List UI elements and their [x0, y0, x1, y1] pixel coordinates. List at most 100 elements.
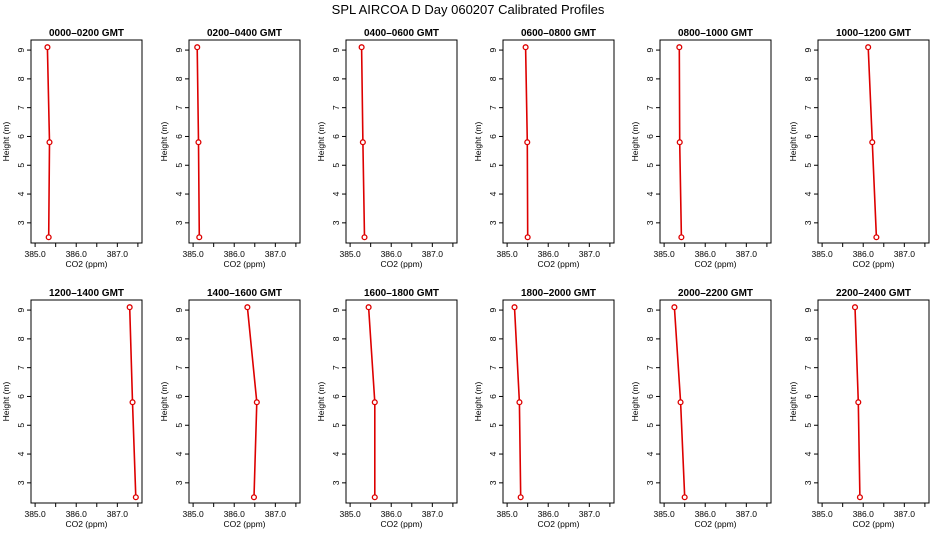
x-tick-label: 386.0 — [224, 509, 246, 519]
profile-point — [524, 234, 531, 241]
plot-frame — [817, 299, 930, 504]
x-tick-label: 385.0 — [24, 509, 46, 519]
y-tick-label: 5 — [488, 423, 498, 428]
profile-point — [524, 139, 531, 146]
profile-point — [45, 234, 52, 241]
panel-title: 0600–0800 GMT — [521, 28, 596, 39]
profile-panel: 1600–1800 GMT 385.0 386.0 387.0 3 4 5 6 7 8 9 CO2 (… — [316, 288, 458, 529]
profile-point — [371, 399, 378, 406]
plot-frame — [30, 39, 143, 244]
y-axis-label: Height (m) — [788, 382, 798, 422]
profile-point — [361, 234, 368, 241]
y-tick-label: 6 — [803, 134, 813, 139]
y-tick-label: 6 — [488, 134, 498, 139]
profile-point — [681, 494, 688, 501]
x-axis-label: CO2 (ppm) — [694, 519, 736, 529]
profile-panel: 2200–2400 GMT 385.0 386.0 387.0 3 4 5 6 7 8 9 CO2 (… — [788, 288, 930, 529]
y-tick-label: 4 — [16, 451, 26, 456]
y-tick-label: 8 — [331, 336, 341, 341]
y-tick-label: 5 — [16, 423, 26, 428]
y-tick-label: 7 — [803, 105, 813, 110]
profile-point — [865, 44, 872, 51]
profile-panel: 0400–0600 GMT 385.0 386.0 387.0 3 4 5 6 7 8 9 CO2 (… — [316, 28, 458, 269]
y-tick-label: 3 — [645, 480, 655, 485]
plot-frame — [659, 39, 772, 244]
y-tick-label: 8 — [645, 336, 655, 341]
profile-point — [869, 139, 876, 146]
y-tick-label: 4 — [803, 191, 813, 196]
y-axis-label: Height (m) — [630, 122, 640, 162]
panel-title: 1800–2000 GMT — [521, 288, 596, 299]
y-tick-label: 9 — [331, 307, 341, 312]
y-tick-label: 5 — [488, 163, 498, 168]
y-tick-label: 8 — [803, 76, 813, 81]
x-tick-label: 385.0 — [496, 509, 518, 519]
y-tick-label: 9 — [488, 47, 498, 52]
x-axis-label: CO2 (ppm) — [694, 259, 736, 269]
y-tick-label: 3 — [803, 480, 813, 485]
panel-title: 0000–0200 GMT — [49, 28, 124, 39]
x-axis-label: CO2 (ppm) — [65, 519, 107, 529]
y-tick-label: 8 — [174, 76, 184, 81]
profile-panel: 1000–1200 GMT 385.0 386.0 387.0 3 4 5 6 7 8 9 CO2 (… — [788, 28, 930, 269]
profile-point — [676, 44, 683, 51]
profile-point — [44, 44, 51, 51]
y-tick-label: 5 — [16, 163, 26, 168]
x-tick-label: 385.0 — [182, 249, 204, 259]
panel-title: 1600–1800 GMT — [364, 288, 439, 299]
y-tick-label: 7 — [488, 365, 498, 370]
x-tick-label: 386.0 — [538, 509, 560, 519]
x-tick-label: 387.0 — [265, 509, 287, 519]
plot-frame — [188, 299, 301, 504]
x-axis-label: CO2 (ppm) — [537, 259, 579, 269]
profile-point — [851, 304, 859, 311]
x-tick-label: 385.0 — [182, 509, 204, 519]
y-tick-label: 6 — [16, 394, 26, 399]
profile-point — [671, 304, 678, 311]
profile-point — [856, 494, 863, 501]
y-tick-label: 5 — [174, 163, 184, 168]
panel-title: 0200–0400 GMT — [207, 28, 282, 39]
panel-title: 0800–1000 GMT — [678, 28, 753, 39]
x-tick-label: 386.0 — [853, 249, 875, 259]
profile-point — [516, 399, 523, 406]
y-tick-label: 3 — [331, 220, 341, 225]
y-tick-label: 5 — [331, 163, 341, 168]
y-tick-label: 6 — [803, 394, 813, 399]
y-tick-label: 3 — [331, 480, 341, 485]
x-tick-label: 385.0 — [339, 249, 361, 259]
y-tick-label: 5 — [803, 163, 813, 168]
x-axis-label: CO2 (ppm) — [65, 259, 107, 269]
y-tick-label: 9 — [16, 307, 26, 312]
y-tick-label: 7 — [645, 105, 655, 110]
profile-point — [677, 399, 684, 406]
x-tick-label: 386.0 — [538, 249, 560, 259]
x-axis-label: CO2 (ppm) — [380, 519, 422, 529]
x-tick-label: 385.0 — [653, 249, 675, 259]
y-tick-label: 8 — [331, 76, 341, 81]
profile-panel: 1400–1600 GMT 385.0 386.0 387.0 3 4 5 6 7 8 9 CO2 (… — [159, 288, 301, 529]
y-tick-label: 9 — [645, 307, 655, 312]
profile-panel: 1800–2000 GMT 385.0 386.0 387.0 3 4 5 6 7 8 9 CO2 (… — [473, 288, 615, 529]
y-tick-label: 3 — [174, 480, 184, 485]
y-tick-label: 8 — [16, 76, 26, 81]
x-tick-label: 387.0 — [422, 509, 444, 519]
profile-point — [194, 44, 201, 51]
panel-title: 1400–1600 GMT — [207, 288, 282, 299]
x-tick-label: 387.0 — [107, 249, 129, 259]
x-tick-label: 387.0 — [894, 509, 916, 519]
y-tick-label: 4 — [803, 451, 813, 456]
x-tick-label: 387.0 — [579, 509, 601, 519]
y-tick-label: 4 — [331, 191, 341, 196]
y-tick-label: 4 — [331, 451, 341, 456]
y-tick-label: 3 — [803, 220, 813, 225]
y-axis-label: Height (m) — [1, 382, 11, 422]
profile-point — [358, 44, 365, 51]
profile-point — [250, 494, 258, 501]
y-tick-label: 6 — [645, 134, 655, 139]
y-tick-label: 7 — [803, 365, 813, 370]
y-tick-label: 5 — [645, 163, 655, 168]
profile-point — [126, 304, 133, 311]
profile-point — [46, 139, 53, 146]
